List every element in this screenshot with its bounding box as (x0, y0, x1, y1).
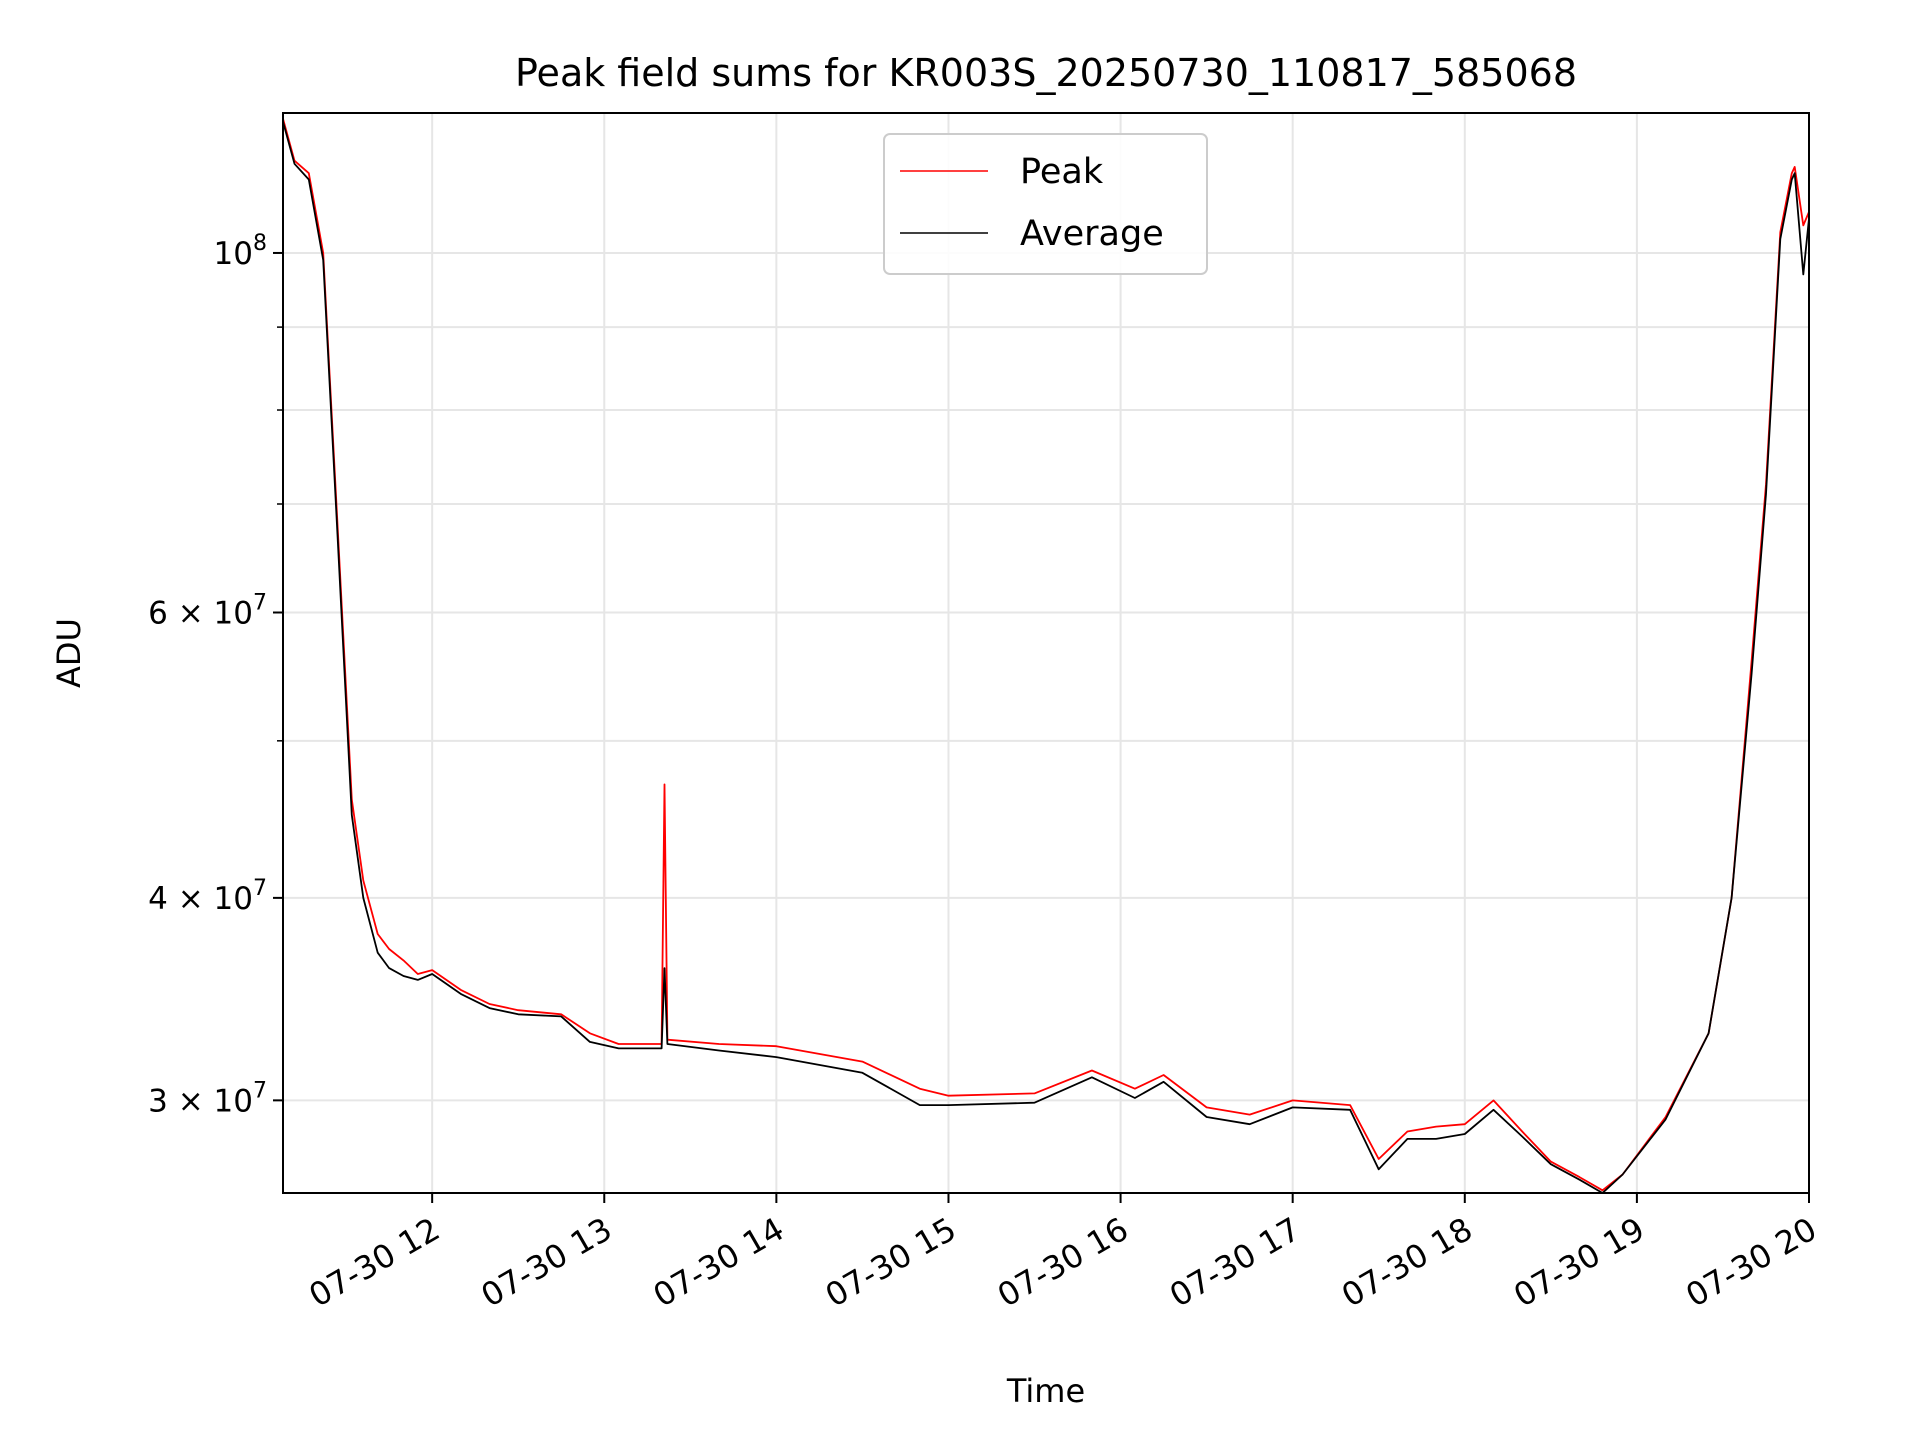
y-tick-label: 3 × 107 (148, 1078, 267, 1119)
legend-label-average: Average (1020, 214, 1164, 254)
plot-frame (282, 112, 1810, 1194)
y-axis-label: ADU (50, 618, 88, 688)
y-tick-label: 6 × 107 (148, 590, 267, 631)
y-tick-label-base: 10 (214, 236, 253, 272)
y-tick-label-base: 3 × 10 (148, 1083, 253, 1119)
y-tick-label: 4 × 107 (148, 876, 267, 917)
plot-series (282, 118, 1810, 1194)
y-tick-label-exponent: 7 (253, 876, 267, 901)
y-tick-label-exponent: 8 (253, 231, 267, 256)
legend: Peak Average (883, 133, 1208, 275)
legend-label-peak: Peak (1020, 152, 1104, 192)
legend-box (883, 133, 1208, 275)
series-line-average (282, 121, 1810, 1194)
y-tick-label-base: 6 × 10 (148, 595, 253, 631)
y-tick-label: 108 (214, 231, 267, 272)
y-tick-label-base: 4 × 10 (148, 881, 253, 917)
y-tick-label-exponent: 7 (253, 590, 267, 615)
x-axis-label: Time (1006, 1372, 1085, 1410)
chart-title: Peak field sums for KR003S_20250730_1108… (515, 51, 1577, 95)
y-tick-label-exponent: 7 (253, 1078, 267, 1103)
